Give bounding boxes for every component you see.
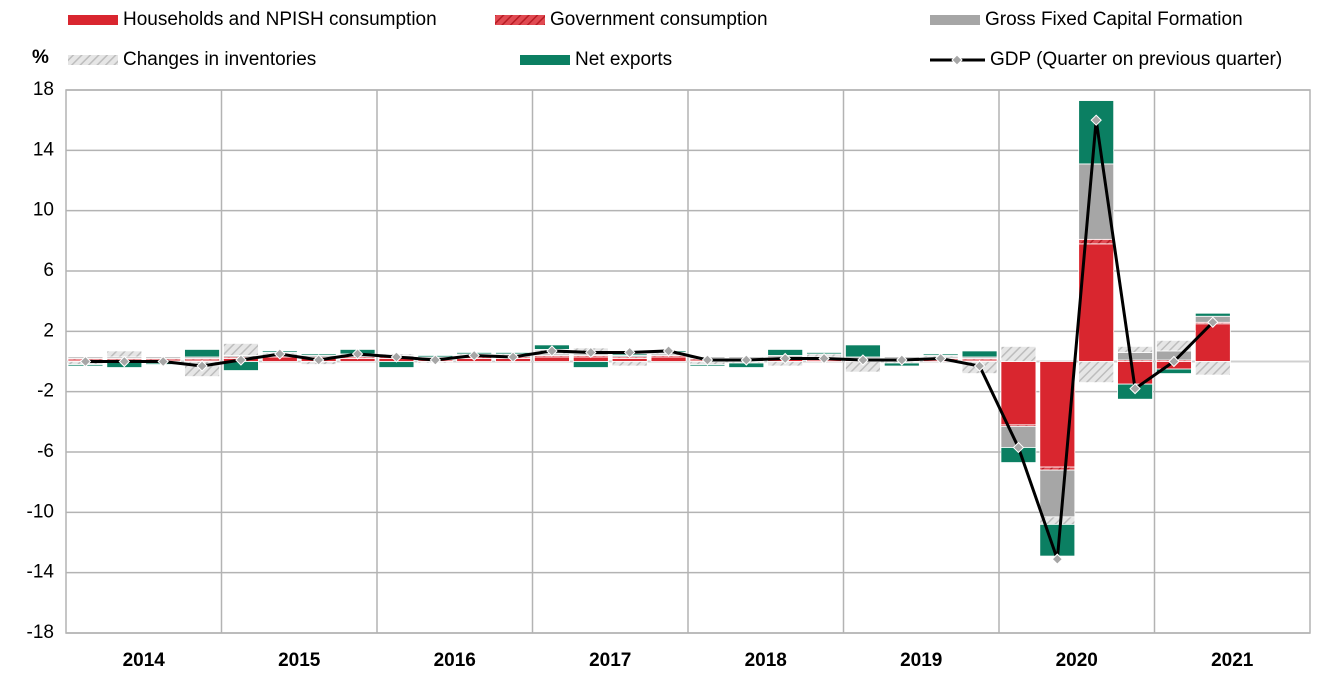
y-tick-label: 2 xyxy=(43,320,54,341)
gdp-marker xyxy=(1168,355,1180,368)
x-group-label: 2021 xyxy=(1211,650,1254,671)
gdp-marker xyxy=(546,345,558,357)
gdp-marker xyxy=(118,355,131,368)
gdp-marker xyxy=(468,349,480,362)
gdp-marker xyxy=(274,348,286,360)
bar-segment xyxy=(1078,361,1115,384)
legend-swatch xyxy=(495,15,545,25)
bar-segment xyxy=(1194,312,1231,317)
legend-label: Government consumption xyxy=(550,9,768,30)
legend-label: Gross Fixed Capital Formation xyxy=(985,9,1243,30)
gdp-marker xyxy=(390,351,403,363)
gdp-marker xyxy=(507,351,519,363)
bar-segment xyxy=(1000,361,1037,426)
y-axis-label: % xyxy=(32,47,49,68)
x-group-label: 2020 xyxy=(1056,650,1098,671)
legend-label: GDP (Quarter on previous quarter) xyxy=(990,49,1282,70)
y-tick-label: -2 xyxy=(37,381,54,402)
x-group-label: 2017 xyxy=(589,650,631,671)
gdp-marker xyxy=(662,345,675,357)
gdp-marker xyxy=(934,352,947,365)
legend-label: Net exports xyxy=(575,49,672,70)
gdp-marker xyxy=(1051,553,1064,565)
gdp-marker xyxy=(429,354,442,366)
legend-label: Changes in inventories xyxy=(123,49,316,70)
bar-segment xyxy=(1194,361,1231,376)
gdp-marker xyxy=(701,354,714,366)
legend-marker xyxy=(951,54,963,66)
y-tick-label: 18 xyxy=(33,79,54,100)
bar-segment xyxy=(572,361,609,368)
legend-swatch xyxy=(68,15,118,25)
gdp-marker xyxy=(973,360,986,372)
gdp-marker xyxy=(235,354,247,366)
gdp-marker xyxy=(779,352,791,365)
bar-segment xyxy=(223,342,259,356)
gdp-marker xyxy=(196,360,208,372)
bar-segment xyxy=(534,356,570,362)
y-tick-label: 6 xyxy=(43,260,54,281)
legend-swatch xyxy=(68,55,118,65)
bar-segment xyxy=(1156,368,1192,374)
gdp-marker xyxy=(857,354,869,366)
legend-swatch xyxy=(520,55,570,65)
gdp-marker xyxy=(740,354,753,366)
x-group-label: 2016 xyxy=(434,650,476,671)
gdp-marker xyxy=(1129,382,1141,395)
bar-segment xyxy=(1194,323,1231,362)
gdp-marker xyxy=(1012,441,1025,454)
bar-segment xyxy=(611,358,648,362)
gdp-marker xyxy=(79,355,92,368)
bar-segment xyxy=(1117,346,1153,353)
bar-segment xyxy=(1039,466,1076,471)
gdp-marker xyxy=(585,346,597,359)
gdp-marker xyxy=(351,348,364,360)
y-tick-label: -6 xyxy=(37,441,54,462)
gdp-marker xyxy=(1207,316,1219,328)
x-group-label: 2019 xyxy=(900,650,942,671)
legend-swatch xyxy=(930,15,980,25)
bar-segment xyxy=(1039,469,1076,518)
gdp-marker xyxy=(312,354,325,366)
gdp-marker xyxy=(818,352,830,365)
y-tick-label: 10 xyxy=(33,200,54,221)
x-group-label: 2015 xyxy=(278,650,321,671)
y-tick-label: -10 xyxy=(27,501,54,522)
gdp-marker xyxy=(157,355,169,368)
x-group-label: 2018 xyxy=(745,650,787,671)
gdp-line xyxy=(85,119,1214,560)
y-tick-label: -14 xyxy=(27,562,55,583)
legend-label: Households and NPISH consumption xyxy=(123,9,437,30)
y-tick-label: 14 xyxy=(33,139,55,160)
bar-segment xyxy=(650,356,687,362)
bar-segment xyxy=(1117,352,1153,361)
bar-segment xyxy=(611,361,648,367)
gdp-marker xyxy=(1090,114,1102,126)
x-group-label: 2014 xyxy=(123,650,166,671)
y-tick-label: -18 xyxy=(27,622,54,643)
bar-segment xyxy=(961,350,998,358)
gdp-marker xyxy=(623,346,636,359)
bar-segment xyxy=(184,349,220,358)
gdp-marker xyxy=(896,354,908,366)
bar-segment xyxy=(1000,346,1037,362)
